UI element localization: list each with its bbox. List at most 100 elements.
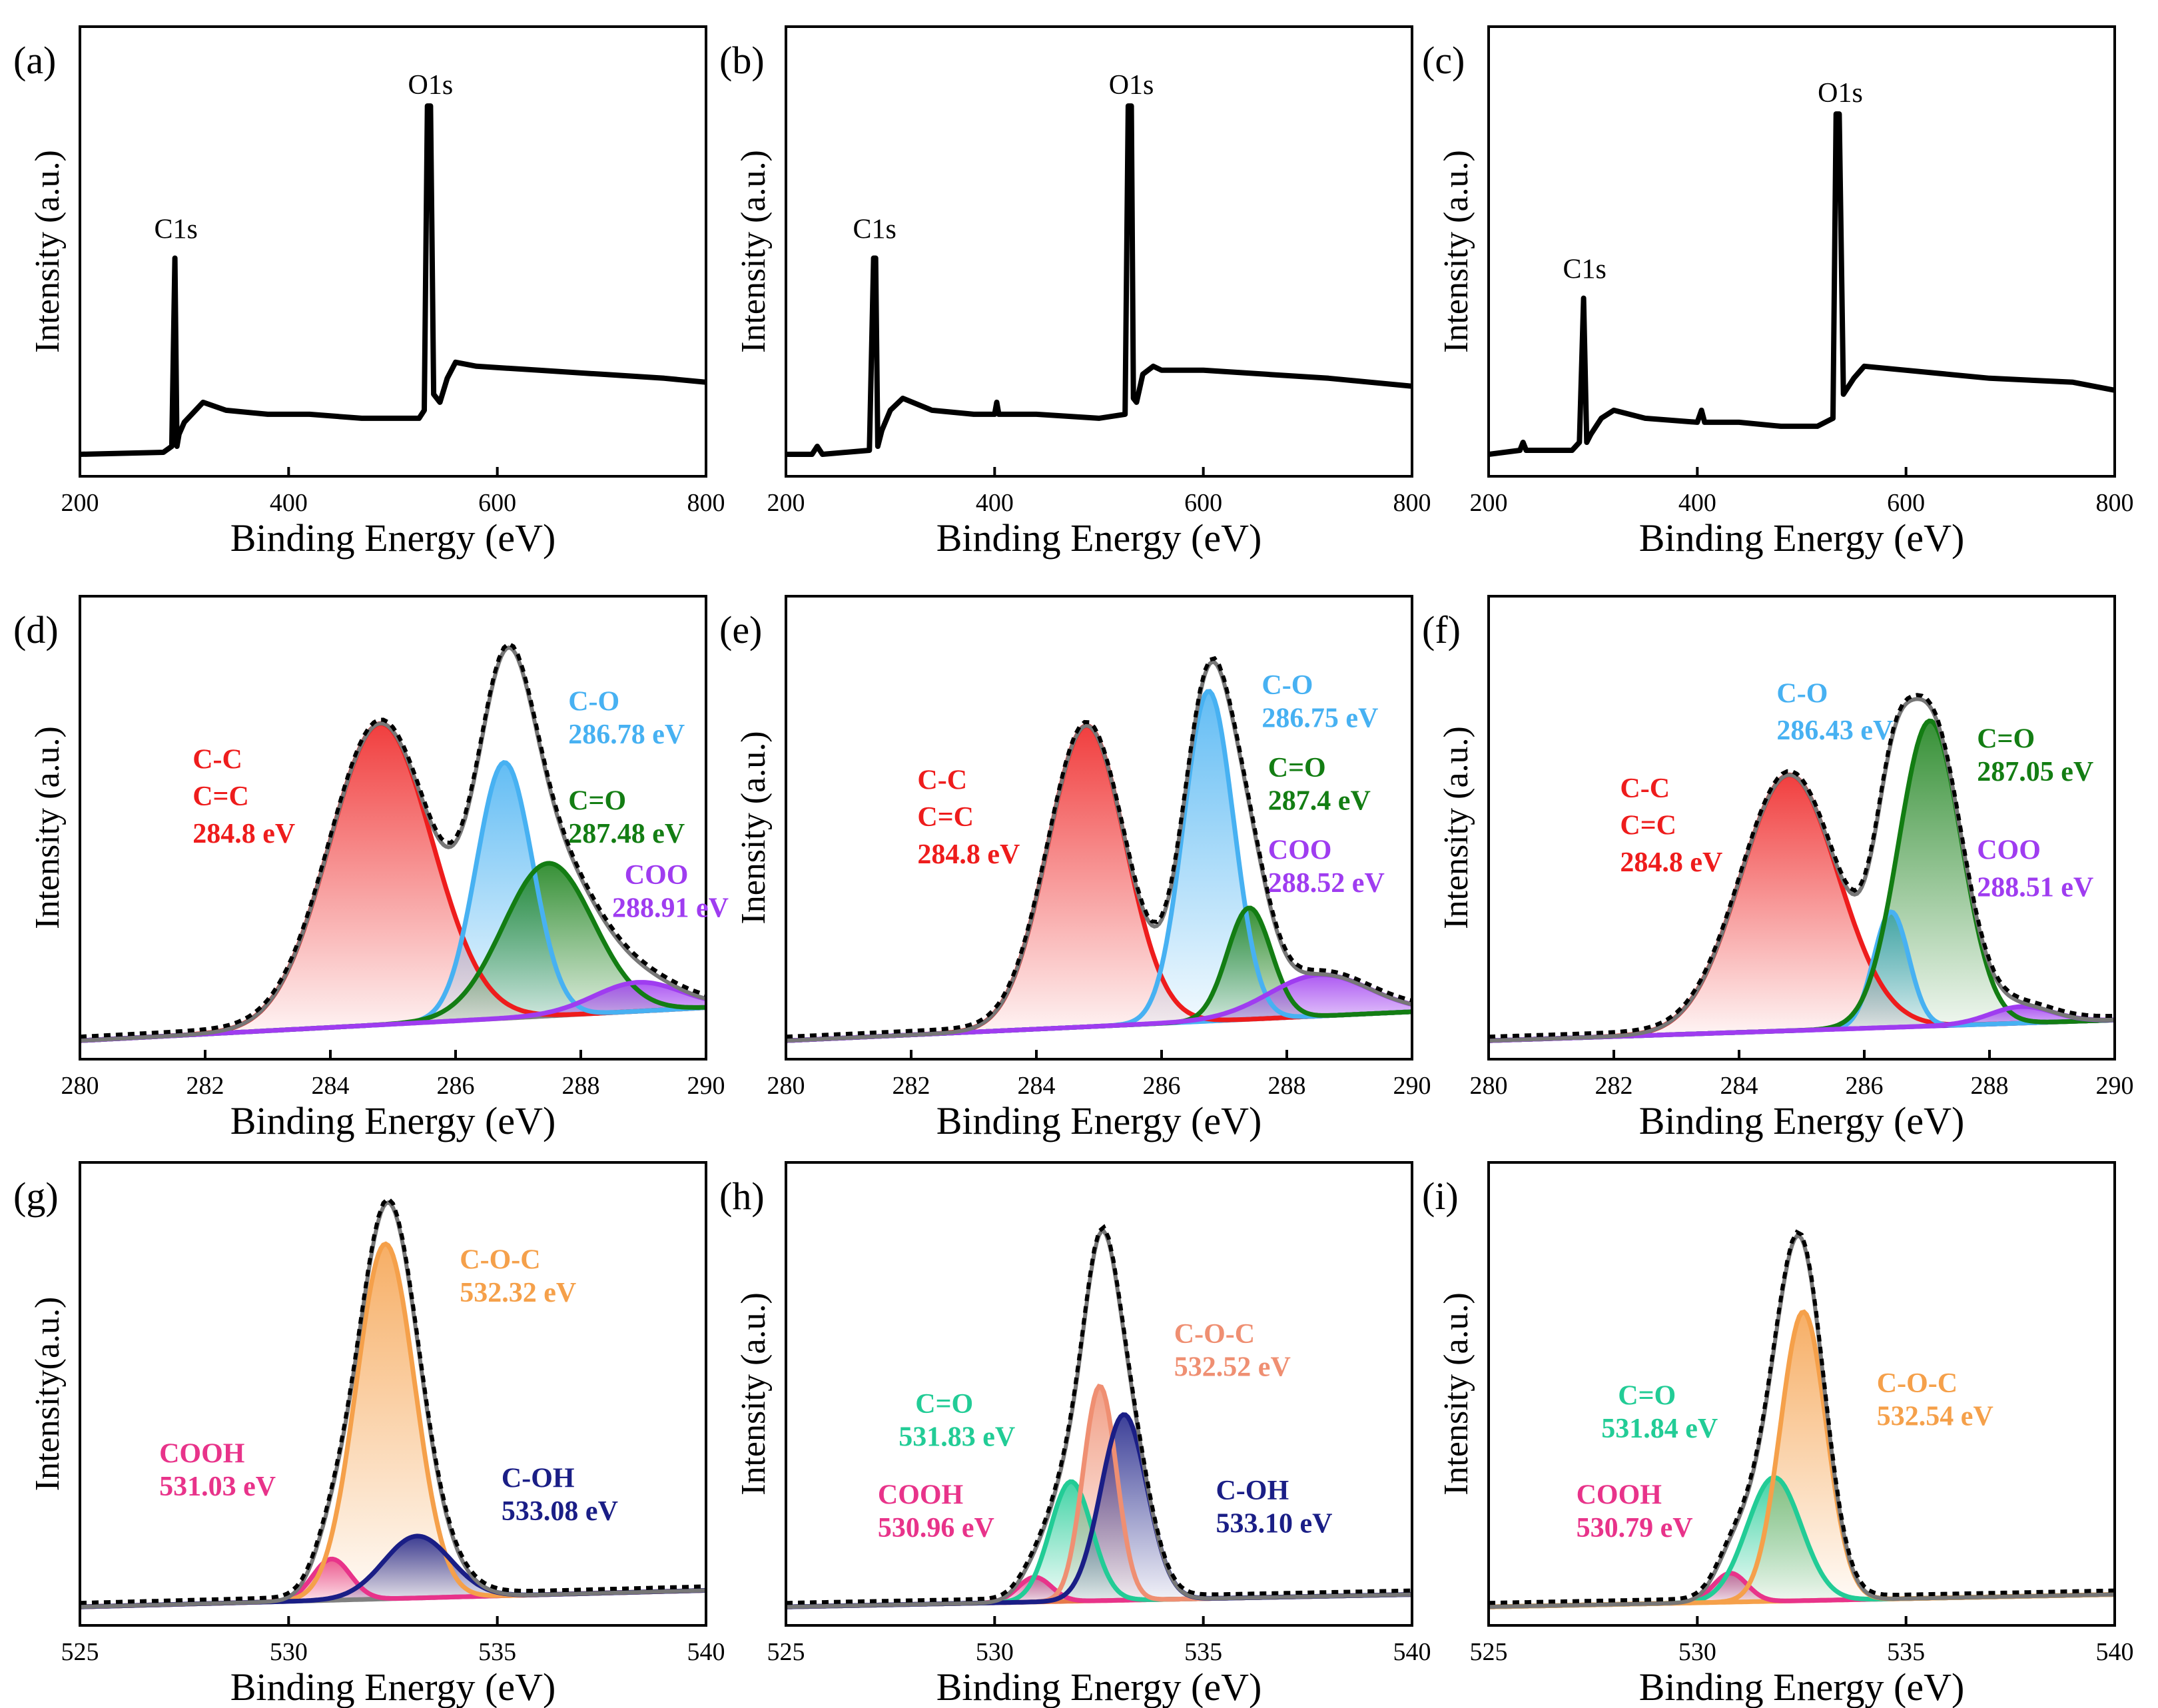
annotation-g-1: 532.32 eV: [460, 1278, 576, 1308]
peak-area-h-3: [786, 1414, 1412, 1607]
annotation-d-8: 288.91 eV: [612, 893, 729, 923]
x-tick-label-c-3: 800: [2096, 489, 2134, 517]
x-tick-label-b-0: 200: [767, 489, 805, 517]
x-tick-label-b-2: 600: [1184, 489, 1222, 517]
panel-e: 280 282 284 286 288 290 Binding Energy (eV) Ine…: [719, 595, 1431, 1142]
annotation-h-6: C-OH: [1216, 1476, 1289, 1506]
plot-area-a: [80, 103, 706, 457]
plot-area-g: [80, 1196, 706, 1609]
panel-d: 280 282 284 286 288 290 Binding Energy (eV) Int…: [13, 595, 729, 1142]
raw-data-h: [786, 1224, 1412, 1605]
x-tick-label-c-1: 400: [1678, 489, 1716, 517]
raw-data-d: [80, 641, 706, 1039]
x-tick-label-d-1: 282: [186, 1072, 224, 1100]
x-tick-label-e-2: 284: [1018, 1072, 1056, 1100]
x-tick-label-f-2: 284: [1720, 1072, 1758, 1100]
x-tick-label-g-3: 540: [687, 1638, 725, 1666]
y-axis-label-f: Intensity (a.u.): [1437, 726, 1475, 929]
x-tick-label-e-3: 286: [1143, 1072, 1181, 1100]
y-axis-label-d: Intensity (a.u.): [29, 726, 67, 929]
fit-envelope-f: [1489, 697, 2115, 1043]
x-tick-label-d-2: 284: [312, 1072, 350, 1100]
fit-envelope-g: [80, 1200, 706, 1609]
x-tick-label-h-1: 530: [976, 1638, 1014, 1666]
series-line-a-0: [80, 103, 706, 457]
x-tick-label-i-3: 540: [2096, 1638, 2134, 1666]
annotation-h-1: 532.52 eV: [1174, 1352, 1291, 1382]
x-tick-label-h-2: 535: [1184, 1638, 1222, 1666]
panel-label-d: (d): [13, 608, 59, 651]
x-tick-label-g-0: 525: [61, 1638, 99, 1666]
y-axis-label-b: Intensity (a.u.): [735, 150, 773, 353]
annotation-d-4: 286.78 eV: [568, 719, 685, 750]
x-axis-label-g: Binding Energy (eV): [230, 1665, 556, 1708]
panel-i: 525 530 535 540 Binding Energy (eV) Intensity…: [1422, 1161, 2134, 1708]
annotation-h-4: COOH: [878, 1480, 963, 1510]
annotation-f-6: 287.05 eV: [1977, 757, 2093, 787]
x-tick-label-i-2: 535: [1887, 1638, 1925, 1666]
x-tick-label-b-3: 800: [1393, 489, 1431, 517]
annotation-d-2: 284.8 eV: [192, 819, 295, 849]
panel-label-c: (c): [1422, 39, 1465, 82]
annotation-h-3: 531.83 eV: [899, 1422, 1015, 1453]
axes-frame-e: [785, 595, 1413, 1061]
x-tick-label-f-5: 290: [2096, 1072, 2134, 1100]
peak-area-d-0: [80, 723, 706, 1041]
annotation-b-1: O1s: [1109, 70, 1154, 101]
annotation-h-7: 533.10 eV: [1216, 1509, 1332, 1539]
peak-area-d-2: [80, 863, 706, 1041]
annotation-d-3: C-O: [568, 687, 619, 717]
annotation-f-2: 284.8 eV: [1620, 847, 1722, 878]
panel-g: 525 530 535 540 Binding Energy (eV) Intensity…: [13, 1161, 725, 1708]
y-axis-label-e: Inensity (a.u.): [735, 731, 773, 924]
axes-frame-i: [1487, 1161, 2116, 1627]
peak-area-i-2: [1489, 1312, 2115, 1607]
panel-label-i: (i): [1422, 1174, 1459, 1218]
panel-a: 200 400 600 800 Binding Energy (eV) Intensity…: [13, 25, 725, 560]
x-tick-label-e-4: 288: [1268, 1072, 1306, 1100]
annotation-d-0: C-C: [192, 744, 242, 775]
x-tick-label-b-1: 400: [976, 489, 1014, 517]
y-axis-label-c: Intensity (a.u.): [1437, 150, 1475, 353]
peak-area-g-2: [80, 1535, 706, 1607]
peak-area-f-2: [1489, 721, 2115, 1041]
raw-data-i: [1489, 1229, 2115, 1605]
x-tick-label-c-0: 200: [1470, 489, 1508, 517]
series-line-b-0: [786, 103, 1412, 457]
axes-frame-g: [79, 1161, 707, 1627]
raw-data-g: [80, 1196, 706, 1605]
x-tick-label-e-5: 290: [1393, 1072, 1431, 1100]
panel-label-g: (g): [13, 1174, 59, 1218]
annotation-d-7: COO: [625, 860, 689, 891]
peak-area-g-1: [80, 1244, 706, 1607]
annotation-e-7: COO: [1268, 835, 1332, 866]
annotation-e-0: C-C: [917, 765, 967, 795]
fit-envelope-d: [80, 645, 706, 1043]
y-axis-label-a: Intensity (a.u.): [29, 150, 67, 353]
x-tick-label-f-3: 286: [1846, 1072, 1884, 1100]
annotation-e-3: C-O: [1261, 670, 1313, 701]
x-tick-label-d-0: 280: [61, 1072, 99, 1100]
annotation-f-8: 288.51 eV: [1977, 872, 2093, 903]
y-axis-label-g: Intensity(a.u.): [29, 1297, 67, 1492]
annotation-a-0: C1s: [154, 214, 197, 244]
plot-area-h: [786, 1224, 1412, 1609]
fit-envelope-i: [1489, 1234, 2115, 1609]
annotation-g-0: C-O-C: [460, 1244, 540, 1275]
x-tick-label-g-2: 535: [478, 1638, 516, 1666]
x-tick-label-f-4: 288: [1971, 1072, 2009, 1100]
annotation-f-7: COO: [1977, 835, 2041, 866]
x-axis-label-f: Binding Energy (eV): [1639, 1099, 1965, 1142]
annotation-g-3: 531.03 eV: [159, 1472, 276, 1502]
peak-area-f-0: [1489, 775, 2115, 1041]
axes-frame-b: [785, 25, 1413, 478]
annotation-g-4: C-OH: [502, 1464, 575, 1494]
annotation-c-0: C1s: [1563, 254, 1606, 285]
axes-frame-a: [79, 25, 707, 478]
peak-area-d-3: [80, 982, 706, 1041]
axes-frame-h: [785, 1161, 1413, 1627]
y-axis-label-i: Intensity (a.u.): [1437, 1292, 1475, 1495]
plot-area-c: [1489, 111, 2115, 457]
x-axis-label-e: Binding Energy (eV): [936, 1099, 1262, 1142]
